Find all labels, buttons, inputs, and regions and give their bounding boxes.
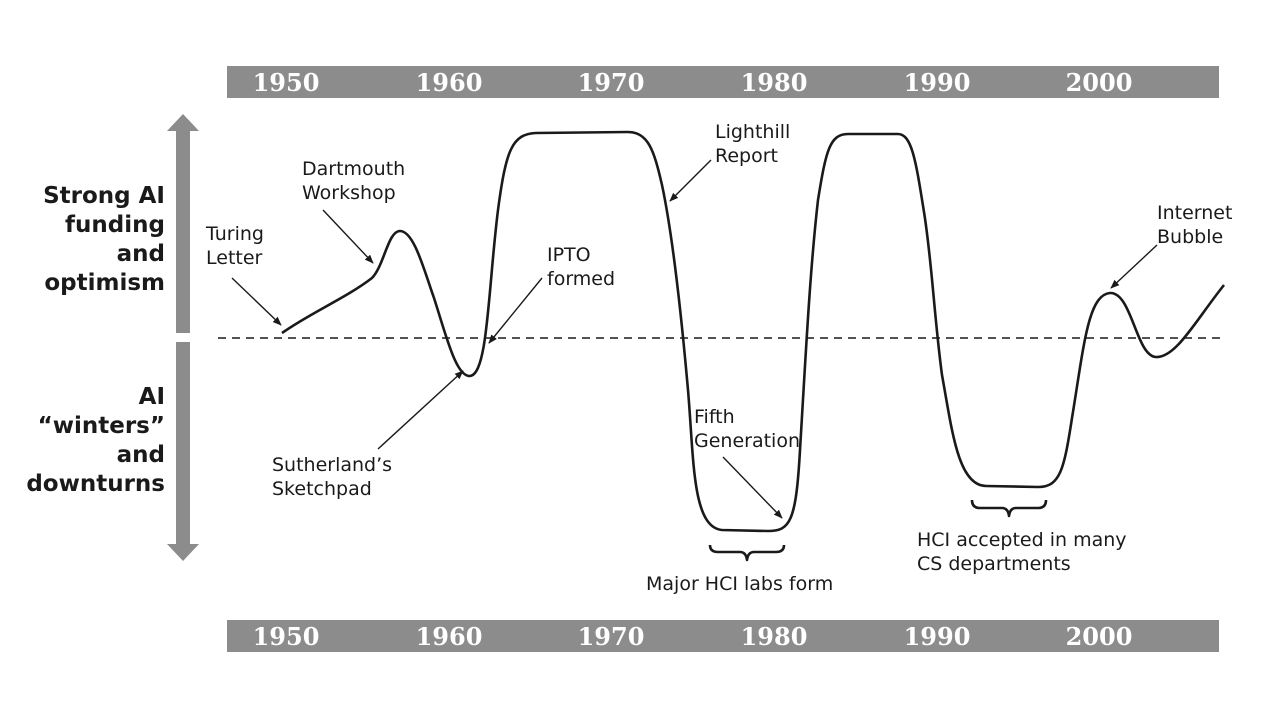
annotation-line: Generation bbox=[694, 430, 800, 452]
internet-bubble-label: Internet Bubble bbox=[1157, 201, 1232, 249]
annotation-line: Turing bbox=[206, 223, 264, 245]
year-label: 1990 bbox=[903, 68, 971, 97]
hci-labs-brace bbox=[708, 544, 786, 562]
dartmouth-arrow bbox=[322, 209, 374, 264]
downturn-axis-arrow bbox=[167, 342, 199, 561]
annotation-line: CS departments bbox=[917, 553, 1071, 575]
annotation-line: formed bbox=[547, 268, 616, 290]
annotation-line: Letter bbox=[206, 247, 263, 269]
lighthill-report-label: Lighthill Report bbox=[715, 120, 790, 168]
turing-letter-label: Turing Letter bbox=[206, 222, 264, 270]
annotation-line: Report bbox=[715, 145, 778, 167]
side-label-line: and bbox=[116, 241, 165, 267]
dartmouth-workshop-label: Dartmouth Workshop bbox=[302, 157, 405, 205]
lighthill-arrow bbox=[669, 159, 712, 202]
annotation-line: Sutherland’s bbox=[272, 454, 393, 476]
sketchpad-arrow bbox=[377, 370, 464, 450]
year-label: 1950 bbox=[252, 68, 320, 97]
year-label: 1960 bbox=[415, 68, 483, 97]
year-label: 1970 bbox=[577, 622, 645, 651]
annotation-line: Bubble bbox=[1157, 226, 1224, 248]
hci-accepted-label: HCI accepted in many CS departments bbox=[917, 528, 1127, 576]
hci-cs-brace bbox=[970, 499, 1048, 518]
ipto-arrow bbox=[488, 277, 543, 344]
annotation-line: IPTO bbox=[547, 244, 591, 266]
annotation-line: Internet bbox=[1157, 202, 1233, 224]
side-label-line: and bbox=[116, 442, 165, 468]
side-label-line: downturns bbox=[26, 471, 165, 497]
year-label: 2000 bbox=[1065, 622, 1133, 651]
year-band-top: 1950 1960 1970 1980 1990 2000 bbox=[227, 66, 1219, 98]
major-hci-labs-label: Major HCI labs form bbox=[646, 573, 834, 595]
year-label: 1950 bbox=[252, 622, 320, 651]
year-label: 1960 bbox=[415, 622, 483, 651]
optimism-axis-arrow bbox=[167, 114, 199, 333]
fifth-generation-label: Fifth Generation bbox=[694, 405, 800, 453]
annotation-line: Workshop bbox=[302, 182, 396, 204]
annotation-line: Lighthill bbox=[715, 121, 791, 143]
year-label: 1990 bbox=[903, 622, 971, 651]
year-label: 1980 bbox=[740, 68, 808, 97]
ipto-formed-label: IPTO formed bbox=[547, 243, 615, 291]
turing-arrow bbox=[231, 277, 282, 326]
fifth-generation-arrow bbox=[722, 456, 783, 519]
year-label: 2000 bbox=[1065, 68, 1133, 97]
annotation-line: Dartmouth bbox=[302, 158, 406, 180]
side-label-line: funding bbox=[65, 212, 165, 238]
side-label-line: AI bbox=[138, 384, 165, 410]
optimism-side-label: Strong AI funding and optimism bbox=[20, 182, 165, 298]
side-label-line: optimism bbox=[44, 270, 165, 296]
year-band-bottom: 1950 1960 1970 1980 1990 2000 bbox=[227, 620, 1219, 652]
sutherland-sketchpad-label: Sutherland’s Sketchpad bbox=[272, 453, 392, 501]
funding-curve bbox=[281, 130, 1226, 533]
year-label: 1970 bbox=[577, 68, 645, 97]
annotation-line: HCI accepted in many bbox=[917, 529, 1127, 551]
annotation-line: Sketchpad bbox=[272, 478, 372, 500]
year-label: 1980 bbox=[740, 622, 808, 651]
annotation-line: Fifth bbox=[694, 406, 735, 428]
side-label-line: “winters” bbox=[37, 413, 165, 439]
winters-side-label: AI “winters” and downturns bbox=[20, 383, 165, 499]
side-label-line: Strong AI bbox=[43, 183, 165, 209]
internet-bubble-arrow bbox=[1110, 244, 1158, 289]
